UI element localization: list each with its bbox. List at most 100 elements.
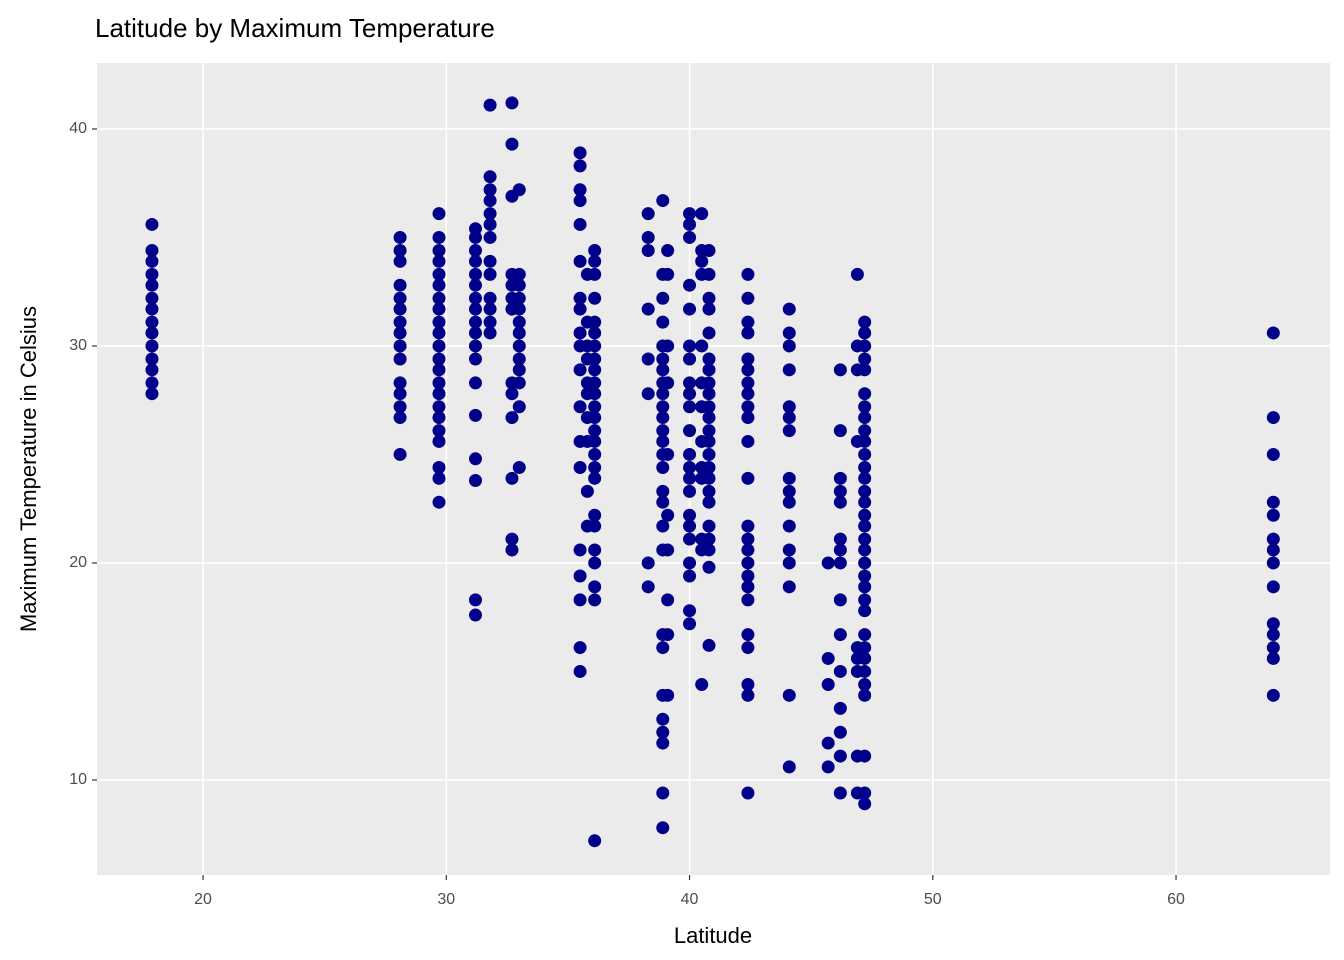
point	[588, 243, 602, 257]
point	[588, 460, 602, 474]
point	[656, 400, 670, 414]
point	[1266, 688, 1280, 702]
point	[641, 580, 655, 594]
point	[782, 580, 796, 594]
point	[580, 484, 594, 498]
point	[588, 254, 602, 268]
point	[483, 183, 497, 197]
point	[741, 352, 755, 366]
point	[702, 352, 716, 366]
point	[683, 400, 697, 414]
point	[702, 495, 716, 509]
point	[683, 460, 697, 474]
point	[1266, 495, 1280, 509]
point	[858, 651, 872, 665]
point	[833, 543, 847, 557]
point	[858, 400, 872, 414]
point	[833, 701, 847, 715]
point	[393, 302, 407, 316]
point	[858, 604, 872, 618]
point	[858, 411, 872, 425]
x-tick-label: 20	[194, 891, 212, 908]
point	[741, 543, 755, 557]
point	[573, 363, 587, 377]
x-tick-label: 40	[681, 891, 699, 908]
point	[702, 543, 716, 557]
point	[145, 339, 159, 353]
point	[858, 628, 872, 642]
point	[432, 400, 446, 414]
point	[741, 291, 755, 305]
point	[1266, 617, 1280, 631]
point	[573, 326, 587, 340]
point	[432, 411, 446, 425]
point	[588, 424, 602, 438]
point	[695, 339, 709, 353]
point	[683, 519, 697, 533]
point	[695, 677, 709, 691]
x-tick-label: 50	[924, 891, 942, 908]
point	[858, 593, 872, 607]
point	[505, 532, 519, 546]
point	[432, 278, 446, 292]
point	[656, 495, 670, 509]
point	[661, 593, 675, 607]
point	[512, 460, 526, 474]
point	[656, 519, 670, 533]
point	[1266, 447, 1280, 461]
point	[782, 471, 796, 485]
point	[1266, 641, 1280, 655]
point	[468, 230, 482, 244]
point	[858, 580, 872, 594]
point	[573, 543, 587, 557]
point	[468, 326, 482, 340]
point	[483, 315, 497, 329]
point	[432, 207, 446, 221]
point	[782, 543, 796, 557]
point	[432, 243, 446, 257]
points	[145, 96, 1280, 848]
point	[702, 363, 716, 377]
point	[656, 712, 670, 726]
point	[741, 471, 755, 485]
point	[858, 339, 872, 353]
point	[702, 376, 716, 390]
point	[505, 471, 519, 485]
chart-title: Latitude by Maximum Temperature	[95, 13, 495, 43]
point	[858, 471, 872, 485]
point	[505, 411, 519, 425]
point	[858, 688, 872, 702]
point	[573, 254, 587, 268]
point	[468, 408, 482, 422]
point	[656, 291, 670, 305]
point	[573, 664, 587, 678]
point	[741, 363, 755, 377]
point	[683, 569, 697, 583]
point	[858, 569, 872, 583]
point	[641, 243, 655, 257]
point	[702, 447, 716, 461]
point	[393, 326, 407, 340]
point	[588, 580, 602, 594]
point	[702, 519, 716, 533]
point	[656, 641, 670, 655]
y-tick-label: 40	[69, 120, 87, 137]
point	[833, 725, 847, 739]
point	[1266, 556, 1280, 570]
point	[661, 267, 675, 281]
x-axis-title: Latitude	[674, 923, 752, 948]
point	[782, 556, 796, 570]
point	[468, 593, 482, 607]
point	[741, 315, 755, 329]
point	[512, 315, 526, 329]
point	[858, 641, 872, 655]
point	[683, 387, 697, 401]
point	[858, 797, 872, 811]
point	[683, 302, 697, 316]
point	[432, 471, 446, 485]
point	[741, 641, 755, 655]
point	[741, 400, 755, 414]
point	[588, 593, 602, 607]
point	[393, 411, 407, 425]
point	[661, 376, 675, 390]
